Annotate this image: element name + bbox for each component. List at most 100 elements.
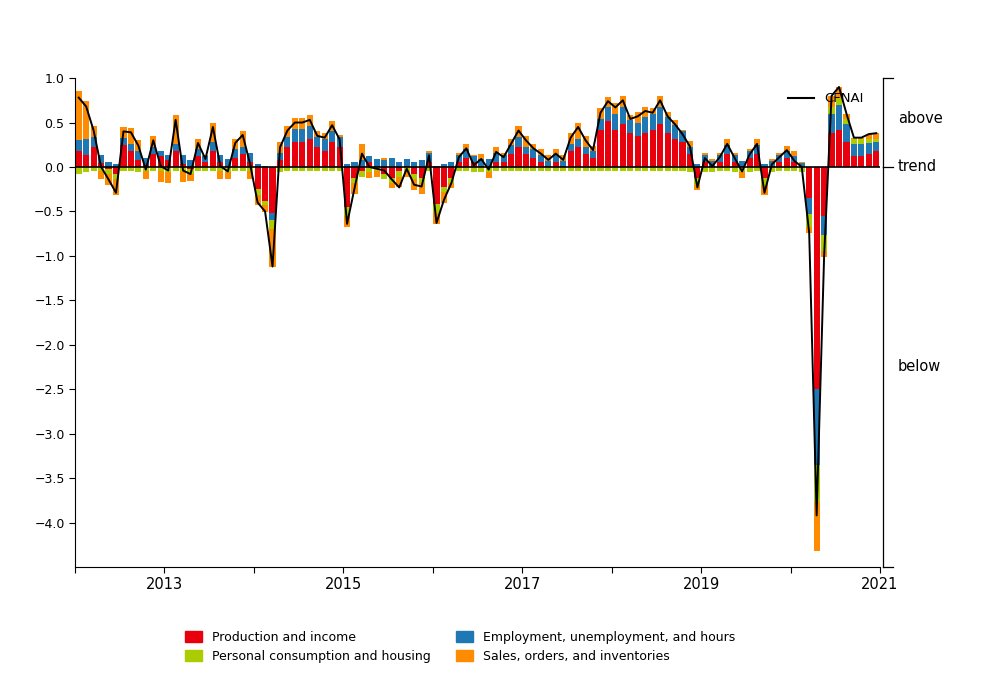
Bar bbox=[269, 220, 276, 230]
Bar bbox=[269, 167, 276, 213]
Bar bbox=[240, 153, 246, 167]
Bar bbox=[463, 149, 469, 158]
Bar bbox=[240, 147, 246, 153]
Bar bbox=[419, 183, 425, 194]
Bar bbox=[873, 151, 879, 167]
Bar bbox=[508, 167, 514, 171]
Bar bbox=[553, 149, 559, 155]
Bar bbox=[150, 167, 156, 171]
Bar bbox=[195, 156, 201, 167]
Bar bbox=[523, 136, 529, 147]
Bar bbox=[620, 124, 626, 167]
Bar bbox=[851, 139, 857, 144]
Bar bbox=[381, 167, 387, 174]
Bar bbox=[605, 96, 611, 107]
Bar bbox=[776, 162, 782, 167]
Bar bbox=[486, 167, 492, 172]
Bar bbox=[180, 167, 186, 171]
Bar bbox=[195, 139, 201, 149]
Bar bbox=[791, 156, 797, 162]
Bar bbox=[739, 161, 745, 166]
Bar bbox=[515, 126, 522, 136]
Bar bbox=[210, 151, 216, 167]
Bar bbox=[351, 178, 358, 183]
Bar bbox=[799, 162, 805, 164]
Bar bbox=[642, 117, 648, 133]
Bar bbox=[568, 133, 574, 144]
Bar bbox=[530, 167, 536, 171]
Bar bbox=[702, 153, 708, 155]
Bar bbox=[635, 136, 641, 167]
Bar bbox=[83, 155, 89, 167]
Bar bbox=[843, 124, 850, 142]
Bar bbox=[240, 130, 246, 147]
Bar bbox=[590, 151, 596, 158]
Bar bbox=[463, 144, 469, 149]
Bar bbox=[806, 167, 812, 198]
Bar bbox=[202, 155, 208, 156]
Bar bbox=[635, 112, 641, 122]
Bar bbox=[858, 138, 864, 139]
Bar bbox=[508, 139, 514, 145]
Bar bbox=[530, 158, 536, 167]
Bar bbox=[560, 161, 566, 166]
Bar bbox=[158, 156, 164, 167]
Bar bbox=[843, 142, 850, 167]
Bar bbox=[650, 113, 656, 130]
Bar bbox=[262, 166, 268, 167]
Bar bbox=[91, 136, 97, 147]
Bar bbox=[828, 133, 835, 167]
Bar bbox=[76, 141, 82, 151]
Bar bbox=[605, 121, 611, 167]
Bar bbox=[575, 139, 581, 147]
Legend: CFNAI: CFNAI bbox=[783, 87, 869, 111]
Bar bbox=[784, 145, 790, 151]
Bar bbox=[173, 151, 179, 167]
Bar bbox=[299, 118, 305, 129]
Bar bbox=[545, 167, 551, 171]
Bar bbox=[873, 133, 879, 139]
Bar bbox=[873, 142, 879, 151]
Bar bbox=[463, 167, 469, 171]
Bar bbox=[98, 155, 104, 162]
Bar bbox=[605, 167, 611, 171]
Bar bbox=[657, 167, 663, 171]
Bar bbox=[836, 105, 842, 130]
Bar bbox=[851, 138, 857, 139]
Bar bbox=[120, 138, 127, 145]
Bar bbox=[120, 145, 127, 167]
Bar bbox=[322, 167, 328, 171]
Bar bbox=[709, 159, 715, 161]
Bar bbox=[322, 139, 328, 151]
Bar bbox=[642, 133, 648, 167]
Bar bbox=[627, 167, 633, 171]
Bar bbox=[672, 125, 678, 139]
Bar bbox=[374, 166, 380, 167]
Bar bbox=[120, 167, 127, 171]
Bar bbox=[724, 167, 730, 171]
Bar bbox=[530, 144, 536, 149]
Bar bbox=[769, 167, 775, 172]
Bar bbox=[187, 174, 194, 181]
Bar bbox=[575, 147, 581, 167]
Bar bbox=[396, 171, 402, 177]
Bar bbox=[776, 155, 782, 162]
Bar bbox=[404, 167, 410, 171]
Bar bbox=[821, 167, 827, 216]
Bar bbox=[433, 166, 440, 167]
Bar bbox=[98, 167, 104, 171]
Bar bbox=[590, 167, 596, 171]
Bar bbox=[195, 149, 201, 156]
Bar bbox=[568, 144, 574, 151]
Bar bbox=[575, 167, 581, 171]
Bar bbox=[553, 162, 559, 167]
Bar bbox=[359, 160, 365, 167]
Bar bbox=[180, 171, 186, 182]
Bar bbox=[426, 162, 432, 167]
Bar bbox=[843, 113, 850, 119]
Bar bbox=[709, 161, 715, 166]
Bar bbox=[523, 147, 529, 153]
Text: trend: trend bbox=[898, 160, 937, 175]
Bar bbox=[478, 166, 484, 167]
Bar bbox=[806, 214, 812, 227]
